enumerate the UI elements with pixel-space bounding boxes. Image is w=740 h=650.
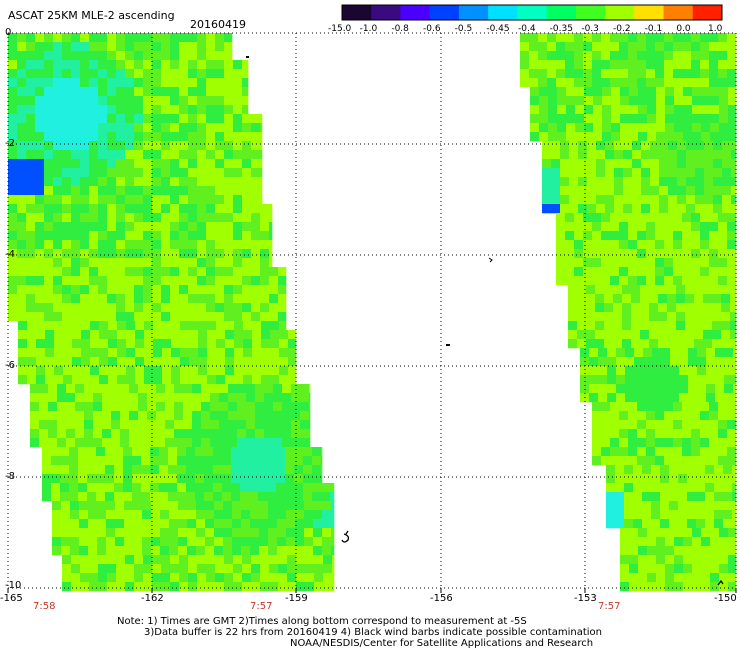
colorbar-label: -0.35 xyxy=(549,24,573,34)
time-label: 7:57 xyxy=(250,601,273,612)
colorbar-segment xyxy=(517,5,548,20)
wind-barb xyxy=(246,56,249,58)
colorbar-segment xyxy=(692,5,723,20)
colorbar-segment xyxy=(400,5,431,20)
lon-label: -150 xyxy=(714,593,737,604)
swath-right xyxy=(520,33,737,592)
grid-lines xyxy=(7,32,737,593)
lon-label: -159 xyxy=(285,593,308,604)
note-line-1: Note: 1) Times are GMT 2)Times along bot… xyxy=(117,616,527,627)
colorbar-label: -1.0 xyxy=(359,24,378,34)
lat-label: -4 xyxy=(5,249,15,260)
colorbar-segment xyxy=(458,5,489,20)
wind-barb xyxy=(717,579,724,586)
colorbar-label: -0.3 xyxy=(581,24,599,34)
map-title: ASCAT 25KM MLE-2 ascending xyxy=(8,9,175,22)
colorbar-segment xyxy=(546,5,577,20)
wind-barb xyxy=(488,257,493,263)
lat-label: -6 xyxy=(5,360,15,371)
colorbar-label: 0.0 xyxy=(676,24,691,34)
time-label: 7:57 xyxy=(598,601,621,612)
map-date: 20160419 xyxy=(190,18,246,31)
colorbar-label: -0.1 xyxy=(644,24,663,34)
colorbar-segment xyxy=(342,5,372,20)
colorbar-label: -0.6 xyxy=(423,24,441,34)
wind-barb xyxy=(341,530,350,543)
lat-label: -8 xyxy=(5,471,15,482)
lat-label: -2 xyxy=(5,138,15,149)
note-line-3: NOAA/NESDIS/Center for Satellite Applica… xyxy=(290,638,594,649)
colorbar-label: -0.5 xyxy=(454,24,473,34)
colorbar-label: 1.0 xyxy=(708,24,723,34)
colorbar-segment xyxy=(663,5,694,20)
colorbar-label: -15.0 xyxy=(328,24,352,34)
colorbar-segment xyxy=(429,5,460,20)
lon-label: -162 xyxy=(141,593,164,604)
colorbar-label: -0.8 xyxy=(391,24,409,34)
colorbar-label: -0.4 xyxy=(518,24,536,34)
wind-barbs xyxy=(246,56,724,586)
lon-label: -165 xyxy=(0,593,23,604)
lon-label: -156 xyxy=(430,593,453,604)
colorbar-segment xyxy=(488,5,518,20)
lat-label: 0 xyxy=(5,27,12,38)
colorbar-segment xyxy=(371,5,401,20)
swath-left xyxy=(8,33,335,592)
lon-label: -153 xyxy=(574,593,597,604)
wind-barb xyxy=(446,344,450,346)
colorbar-label: -0.45 xyxy=(486,24,510,34)
colorbar-segment xyxy=(605,5,635,20)
colorbar-segment xyxy=(634,5,665,20)
time-label: 7:58 xyxy=(33,601,56,612)
note-line-2: 3)Data buffer is 22 hrs from 20160419 4)… xyxy=(144,627,602,638)
colorbar xyxy=(341,4,723,21)
colorbar-segment xyxy=(575,5,606,20)
lat-label: -10 xyxy=(5,580,22,591)
colorbar-label: -0.2 xyxy=(613,24,631,34)
